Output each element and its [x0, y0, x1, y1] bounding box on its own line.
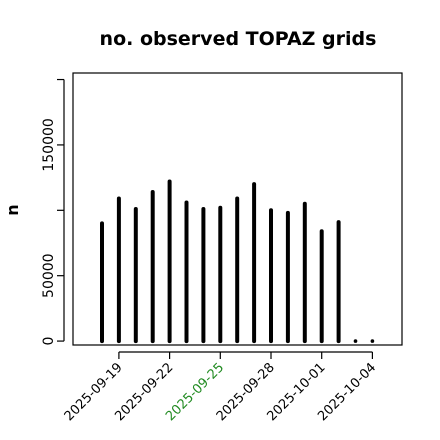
y-tick-label: 50000: [41, 253, 57, 298]
plot-frame: [72, 72, 403, 346]
y-tick-label: 150000: [41, 118, 57, 171]
x-axis: 2025-09-192025-09-222025-09-252025-09-28…: [62, 351, 379, 424]
bars-group: [100, 179, 375, 344]
chart-title: no. observed TOPAZ grids: [100, 28, 377, 50]
bar: [370, 339, 375, 343]
bar: [353, 339, 358, 343]
y-axis: 0 50000 150000: [41, 78, 65, 346]
y-axis-label: n: [3, 204, 22, 215]
y-tick-label: 0: [41, 337, 57, 346]
